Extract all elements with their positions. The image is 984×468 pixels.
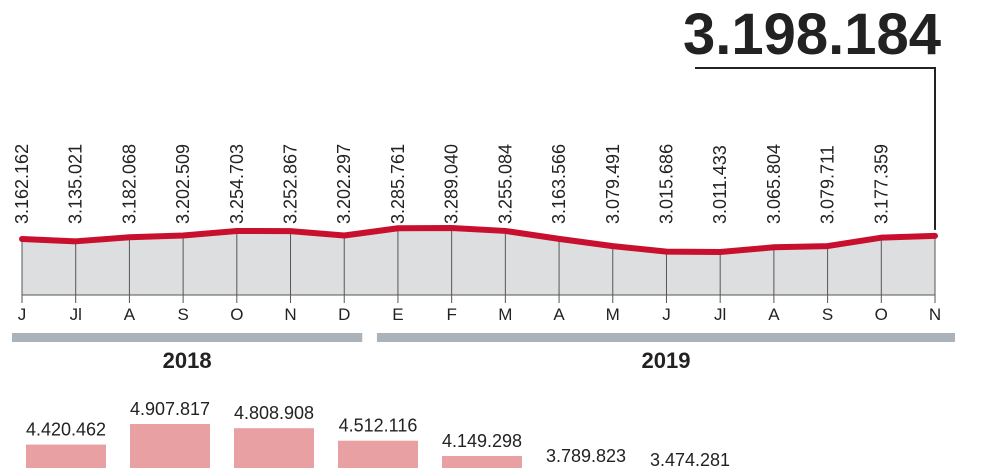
year-label: 2019 [641, 348, 690, 373]
x-tick-label: S [822, 305, 833, 324]
bar [26, 444, 106, 468]
x-tick-label: Jl [70, 305, 82, 324]
x-tick-label: M [498, 305, 512, 324]
value-label: 3.202.297 [334, 144, 354, 224]
value-label: 3.182.068 [119, 144, 139, 224]
value-label: 3.079.491 [603, 144, 623, 224]
value-label: 3.252.867 [281, 144, 301, 224]
value-label: 3.163.566 [549, 144, 569, 224]
x-tick-label: D [338, 305, 350, 324]
x-tick-label: J [662, 305, 671, 324]
x-tick-label: A [553, 305, 565, 324]
value-label: 3.065.804 [764, 144, 784, 224]
value-label: 3.285.761 [388, 144, 408, 224]
callout [695, 67, 936, 230]
value-label: 4.512.116 [339, 416, 418, 436]
x-tick-label: S [177, 305, 188, 324]
x-tick-label: O [230, 305, 243, 324]
bar [130, 424, 210, 468]
x-tick-label: E [392, 305, 403, 324]
value-label: 4.907.817 [130, 399, 210, 419]
value-label: 4.149.298 [442, 431, 522, 451]
highlight-label: 3.198.184 [683, 2, 941, 67]
value-label: 4.420.462 [26, 420, 106, 440]
year-label: 2018 [163, 348, 212, 373]
value-label: 3.255.084 [495, 144, 515, 224]
bar [338, 440, 418, 468]
value-label: 3.015.686 [656, 144, 676, 224]
year-band [376, 333, 955, 342]
value-label: 3.474.281 [650, 450, 730, 468]
value-label: 3.079.711 [818, 145, 838, 224]
x-tick-label: J [18, 305, 27, 324]
bar [234, 428, 314, 468]
x-tick-label: N [284, 305, 296, 324]
value-label: 3.254.703 [227, 144, 247, 224]
x-tick-label: O [875, 305, 888, 324]
x-tick-label: A [768, 305, 780, 324]
value-label: 3.135.021 [66, 144, 86, 224]
value-label: 3.177.359 [871, 144, 891, 224]
value-label: 3.011.433 [710, 145, 730, 224]
value-label: 3.289.040 [442, 144, 462, 224]
year-band [12, 333, 363, 342]
value-label: 4.808.908 [234, 403, 314, 423]
x-tick-label: F [446, 305, 456, 324]
value-label: 3.162.162 [12, 144, 32, 224]
area [22, 228, 935, 295]
x-tick-label: Jl [714, 305, 726, 324]
value-label: 3.202.509 [173, 144, 193, 224]
x-tick-label: N [929, 305, 941, 324]
x-tick-label: M [606, 305, 620, 324]
line [19, 225, 938, 255]
bar [442, 456, 522, 468]
value-label: 3.789.823 [546, 446, 626, 466]
x-tick-label: A [124, 305, 136, 324]
